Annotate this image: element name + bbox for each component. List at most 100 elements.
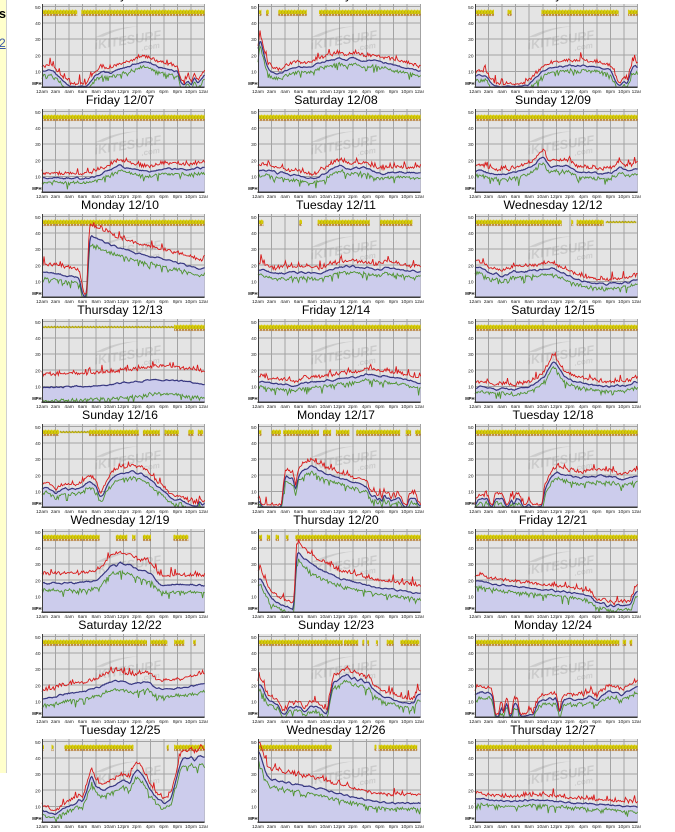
svg-text:12am: 12am: [415, 403, 424, 409]
svg-text:10am: 10am: [104, 613, 116, 619]
svg-text:MPH: MPH: [32, 816, 41, 821]
svg-text:12am: 12am: [36, 88, 48, 94]
svg-text:8am: 8am: [92, 298, 101, 304]
svg-text:4pm: 4pm: [579, 613, 588, 619]
svg-text:12pm: 12pm: [333, 613, 345, 619]
svg-text:10am: 10am: [320, 508, 332, 514]
svg-text:10pm: 10pm: [401, 823, 413, 829]
svg-text:12am: 12am: [469, 718, 481, 724]
svg-text:8am: 8am: [92, 613, 101, 619]
svg-text:4pm: 4pm: [579, 403, 588, 409]
svg-text:4am: 4am: [64, 193, 73, 199]
svg-text:2am: 2am: [267, 613, 276, 619]
svg-text:12am: 12am: [199, 823, 208, 829]
svg-text:6am: 6am: [294, 718, 303, 724]
svg-text:8pm: 8pm: [389, 298, 398, 304]
svg-text:10pm: 10pm: [185, 193, 197, 199]
svg-text:50: 50: [251, 424, 257, 430]
svg-text:20: 20: [35, 788, 41, 794]
svg-text:12pm: 12pm: [117, 403, 129, 409]
svg-text:12am: 12am: [252, 508, 264, 514]
svg-text:20: 20: [468, 788, 474, 794]
svg-text:12am: 12am: [36, 298, 48, 304]
svg-text:10pm: 10pm: [401, 613, 413, 619]
svg-text:12pm: 12pm: [117, 823, 129, 829]
svg-text:10: 10: [251, 384, 257, 390]
svg-text:MPH: MPH: [32, 81, 41, 86]
svg-text:12pm: 12pm: [117, 298, 129, 304]
svg-text:4pm: 4pm: [362, 508, 371, 514]
svg-text:2am: 2am: [267, 88, 276, 94]
svg-text:10am: 10am: [104, 193, 116, 199]
svg-text:20: 20: [35, 683, 41, 689]
svg-text:20: 20: [468, 368, 474, 374]
svg-text:8am: 8am: [525, 298, 534, 304]
svg-text:50: 50: [251, 529, 257, 535]
svg-text:.com: .com: [574, 145, 594, 157]
svg-text:50: 50: [468, 109, 474, 115]
svg-text:20: 20: [35, 263, 41, 269]
svg-text:12am: 12am: [36, 508, 48, 514]
svg-text:12pm: 12pm: [333, 298, 345, 304]
svg-text:30: 30: [251, 457, 257, 463]
svg-text:12am: 12am: [415, 613, 424, 619]
svg-text:2am: 2am: [484, 823, 493, 829]
svg-text:40: 40: [251, 651, 257, 657]
svg-text:12am: 12am: [469, 508, 481, 514]
svg-text:50: 50: [468, 319, 474, 325]
svg-text:40: 40: [35, 126, 41, 132]
svg-text:4pm: 4pm: [362, 718, 371, 724]
svg-text:10: 10: [35, 804, 41, 810]
svg-text:.com: .com: [574, 460, 594, 472]
svg-text:.com: .com: [574, 250, 594, 262]
svg-text:6pm: 6pm: [592, 88, 601, 94]
svg-text:4am: 4am: [497, 88, 506, 94]
svg-text:2am: 2am: [267, 718, 276, 724]
svg-text:6pm: 6pm: [159, 823, 168, 829]
svg-text:4am: 4am: [280, 508, 289, 514]
svg-text:10pm: 10pm: [618, 718, 630, 724]
svg-text:2am: 2am: [267, 403, 276, 409]
svg-text:2pm: 2pm: [132, 298, 141, 304]
svg-text:10: 10: [251, 279, 257, 285]
svg-text:2am: 2am: [484, 298, 493, 304]
svg-text:20: 20: [251, 788, 257, 794]
svg-text:10: 10: [468, 804, 474, 810]
svg-text:8am: 8am: [92, 508, 101, 514]
svg-text:2am: 2am: [51, 613, 60, 619]
svg-text:8am: 8am: [525, 718, 534, 724]
svg-text:8pm: 8pm: [173, 613, 182, 619]
svg-text:10am: 10am: [537, 298, 549, 304]
svg-text:2pm: 2pm: [348, 298, 357, 304]
svg-text:8pm: 8pm: [389, 403, 398, 409]
svg-text:30: 30: [35, 37, 41, 43]
svg-text:8pm: 8pm: [173, 823, 182, 829]
svg-text:2pm: 2pm: [348, 193, 357, 199]
svg-text:6pm: 6pm: [159, 298, 168, 304]
svg-text:MPH: MPH: [248, 816, 257, 821]
svg-text:8am: 8am: [308, 508, 317, 514]
svg-text:12pm: 12pm: [333, 718, 345, 724]
svg-text:30: 30: [468, 352, 474, 358]
svg-text:10pm: 10pm: [401, 508, 413, 514]
svg-text:10pm: 10pm: [185, 88, 197, 94]
svg-text:8am: 8am: [92, 823, 101, 829]
svg-text:20: 20: [35, 578, 41, 584]
svg-text:12pm: 12pm: [550, 88, 562, 94]
svg-text:4am: 4am: [64, 403, 73, 409]
svg-text:8am: 8am: [308, 823, 317, 829]
svg-text:6am: 6am: [78, 823, 87, 829]
svg-text:50: 50: [468, 529, 474, 535]
svg-text:4pm: 4pm: [362, 298, 371, 304]
svg-text:MPH: MPH: [465, 291, 474, 296]
svg-text:8am: 8am: [308, 298, 317, 304]
svg-text:6am: 6am: [78, 508, 87, 514]
svg-text:12am: 12am: [199, 718, 208, 724]
svg-text:12am: 12am: [632, 88, 641, 94]
svg-text:12am: 12am: [199, 403, 208, 409]
svg-text:10: 10: [251, 594, 257, 600]
svg-text:2am: 2am: [51, 508, 60, 514]
svg-text:50: 50: [251, 214, 257, 220]
svg-text:10am: 10am: [537, 88, 549, 94]
svg-text:12am: 12am: [415, 88, 424, 94]
